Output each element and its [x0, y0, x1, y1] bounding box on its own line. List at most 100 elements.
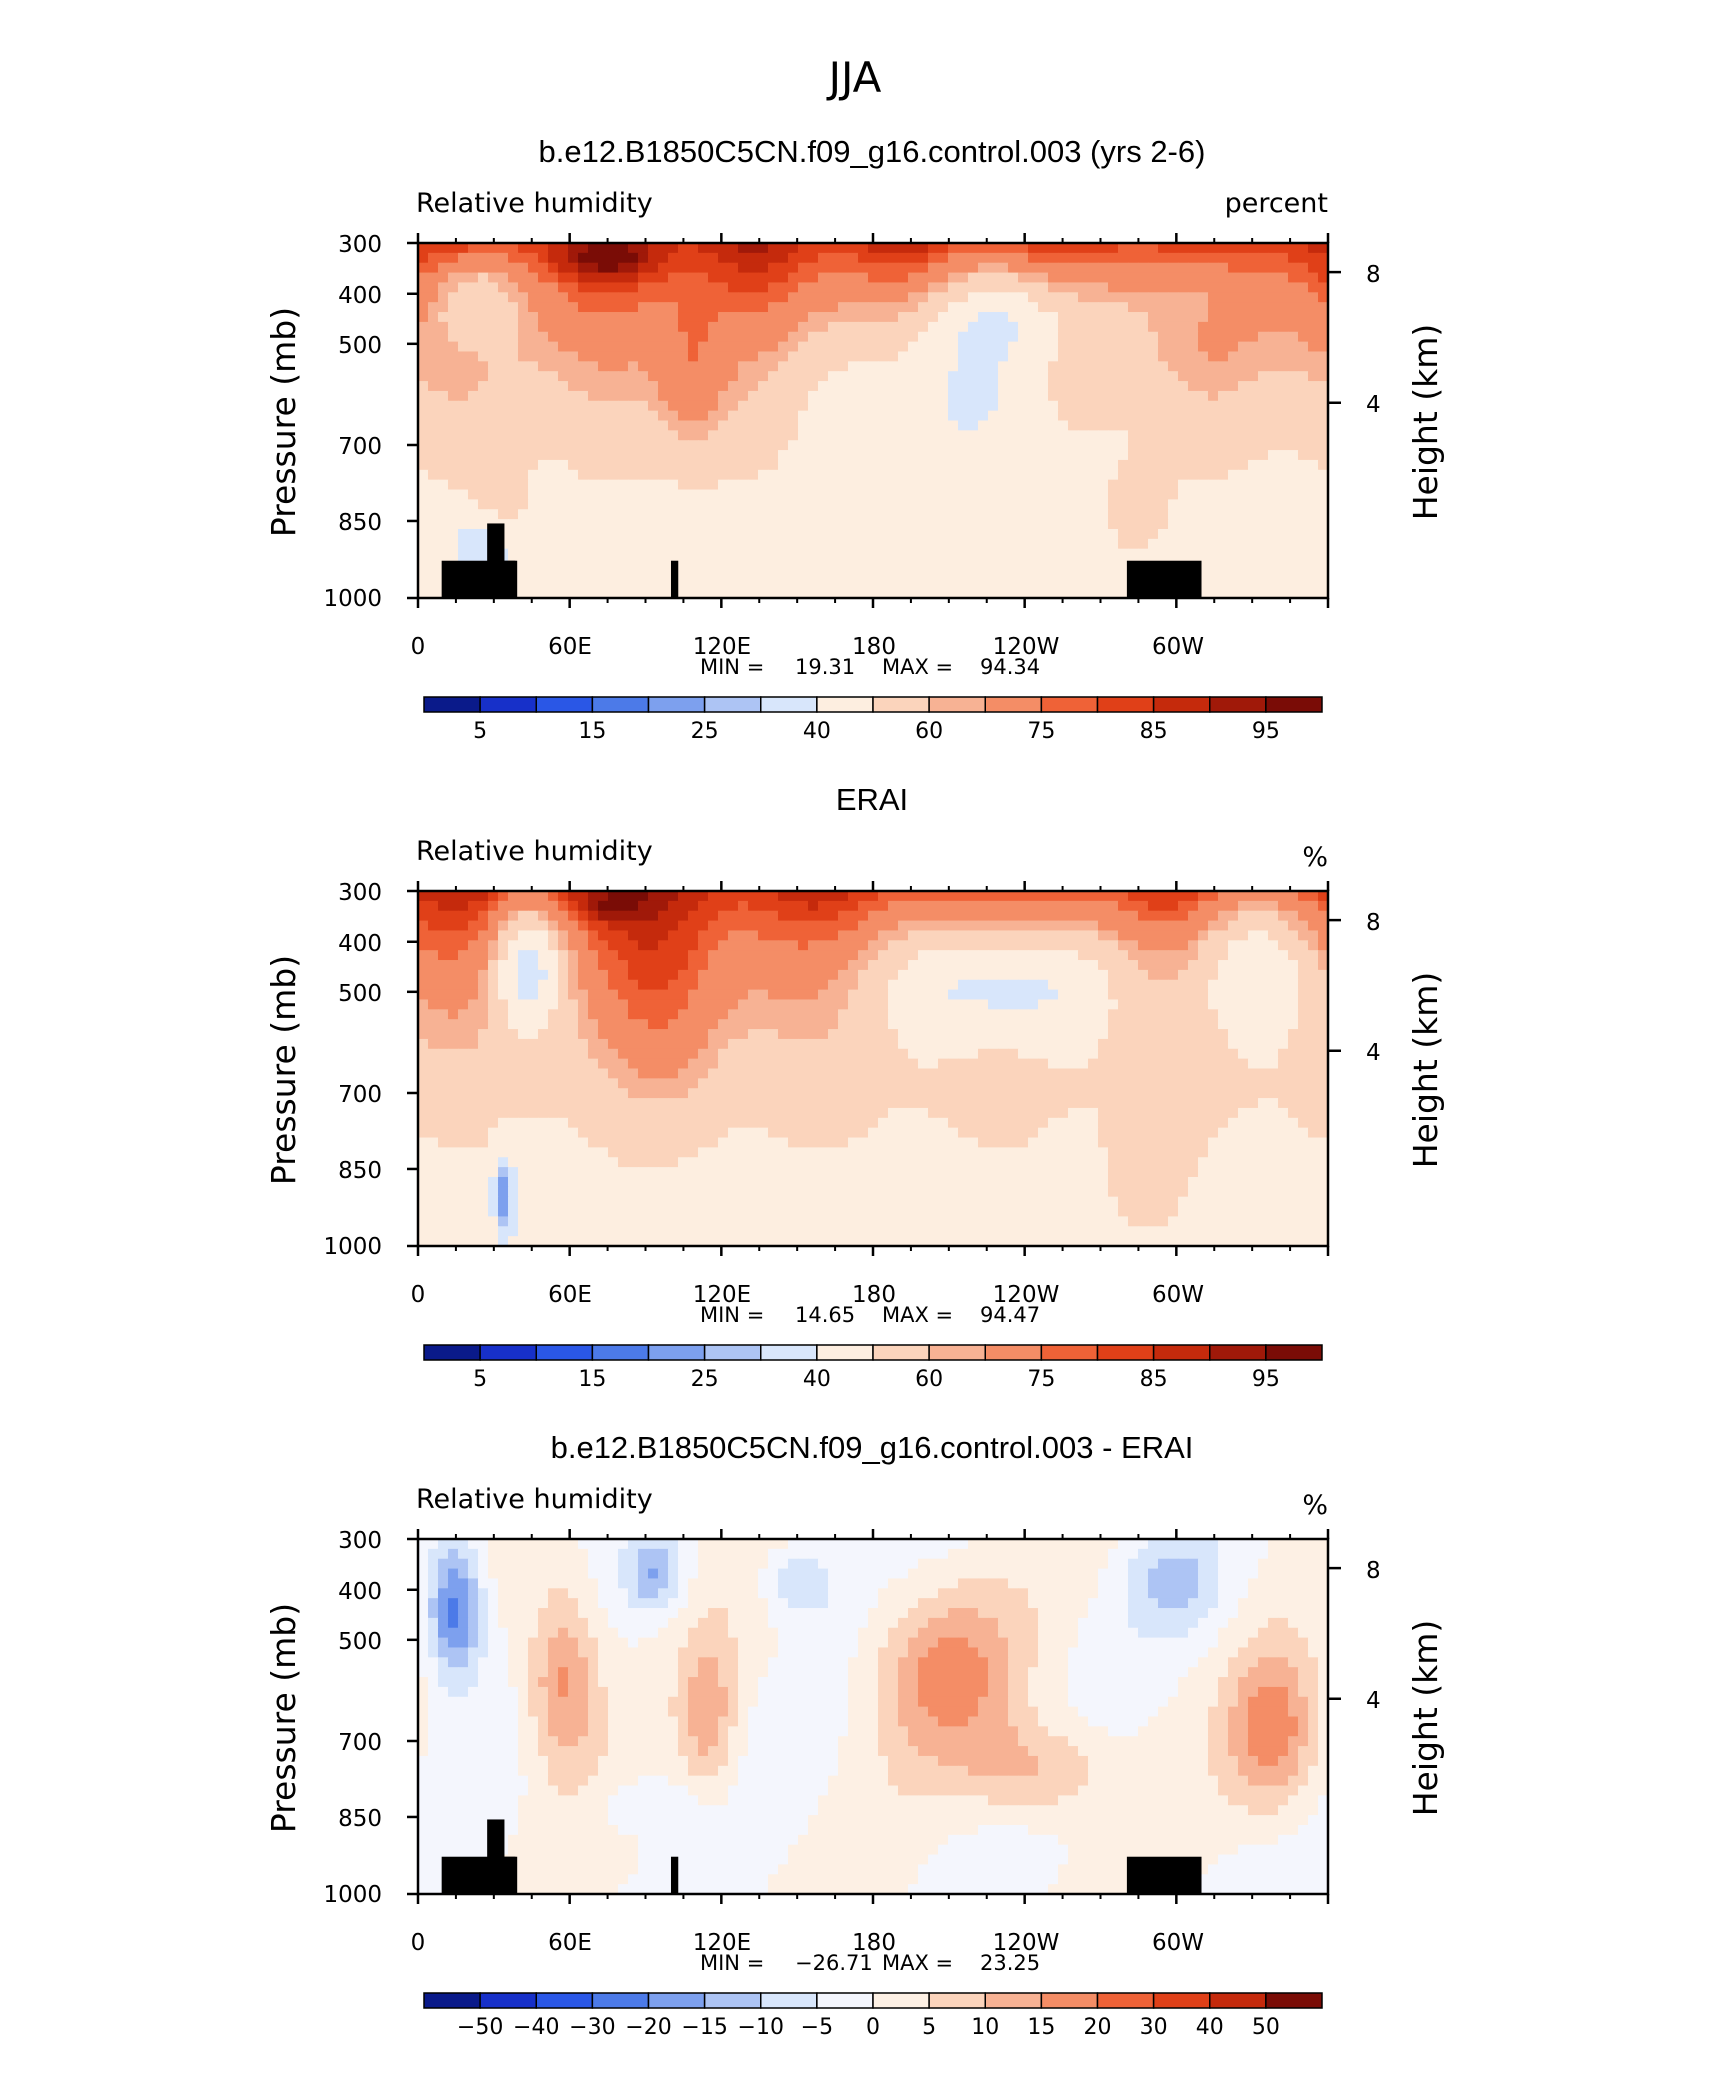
contour-cell [748, 450, 759, 461]
contour-cell [1198, 361, 1209, 372]
contour-cell [968, 930, 979, 941]
contour-cell [998, 989, 1009, 1001]
contour-cell [628, 538, 639, 550]
contour-cell [1178, 519, 1189, 530]
contour-cell [818, 371, 829, 382]
contour-cell [1158, 891, 1169, 902]
contour-cell [1198, 578, 1209, 589]
contour-cell [948, 910, 959, 922]
contour-cell [1178, 272, 1189, 284]
contour-cell [488, 891, 499, 902]
contour-cell [618, 509, 629, 520]
contour-cell [1048, 351, 1059, 362]
contour-cell [898, 930, 909, 941]
contour-cell [438, 420, 449, 431]
contour-cell [928, 999, 939, 1010]
contour-cell [1078, 528, 1089, 540]
contour-cell [828, 499, 839, 510]
contour-cell [1248, 1029, 1259, 1040]
contour-cell [908, 390, 919, 402]
contour-cell [588, 519, 599, 530]
contour-cell [878, 361, 889, 372]
contour-cell [648, 960, 659, 971]
contour-cell [968, 558, 979, 570]
contour-cell [428, 361, 439, 372]
contour-cell [558, 519, 569, 530]
contour-cell [868, 548, 879, 560]
contour-cell [1048, 509, 1059, 520]
contour-cell [678, 538, 689, 550]
contour-cell [928, 950, 939, 961]
contour-cell [848, 479, 859, 491]
contour-cell [1118, 578, 1129, 589]
contour-cell [1068, 578, 1079, 589]
contour-cell [628, 969, 639, 981]
contour-cell [768, 469, 779, 481]
contour-cell [798, 440, 809, 451]
contour-cell [1298, 950, 1309, 961]
contour-cell [928, 1029, 939, 1040]
contour-cell [588, 969, 599, 981]
contour-cell [1238, 469, 1249, 481]
contour-cell [728, 979, 739, 991]
contour-cell [598, 252, 609, 264]
contour-cell [828, 361, 839, 372]
contour-cell [1008, 341, 1019, 353]
contour-cell [718, 499, 729, 510]
contour-cell [1218, 509, 1229, 520]
contour-cell [438, 969, 449, 981]
contour-cell [518, 979, 529, 991]
contour-cell [698, 262, 709, 274]
contour-cell [788, 381, 799, 392]
contour-cell [1118, 410, 1129, 422]
contour-cell [838, 410, 849, 422]
contour-cell [1318, 588, 1329, 599]
contour-cell [1198, 243, 1209, 254]
contour-cell [518, 450, 529, 461]
contour-cell [688, 381, 699, 392]
contour-cell [758, 469, 769, 481]
contour-cell [718, 410, 729, 422]
contour-cell [718, 1009, 729, 1020]
contour-cell [498, 430, 509, 441]
contour-cell [638, 450, 649, 461]
contour-cell [738, 1019, 749, 1030]
contour-cell [538, 450, 549, 461]
contour-cell [848, 509, 859, 520]
contour-cell [638, 989, 649, 1001]
contour-cell [938, 509, 949, 520]
contour-cell [528, 1038, 539, 1050]
contour-cell [1148, 519, 1159, 530]
contour-cell [508, 1009, 519, 1020]
contour-cell [1028, 588, 1039, 599]
contour-cell [678, 1019, 689, 1030]
contour-cell [598, 1058, 609, 1070]
contour-cell [588, 331, 599, 343]
contour-cell [768, 489, 779, 500]
contour-cell [1318, 479, 1329, 491]
contour-cell [1308, 321, 1319, 333]
contour-cell [738, 302, 749, 313]
contour-cell [1218, 940, 1229, 951]
contour-cell [888, 568, 899, 579]
contour-cell [1028, 459, 1039, 471]
contour-cell [788, 479, 799, 491]
contour-cell [1218, 371, 1229, 382]
contour-cell [738, 509, 749, 520]
contour-cell [1318, 558, 1329, 570]
contour-cell [558, 410, 569, 422]
contour-cell [968, 381, 979, 392]
contour-cell [488, 381, 499, 392]
contour-cell [748, 920, 759, 932]
contour-cell [938, 999, 949, 1010]
contour-cell [558, 1009, 569, 1020]
contour-cell [1088, 509, 1099, 520]
contour-cell [718, 302, 729, 313]
contour-cell [638, 950, 649, 961]
contour-cell [768, 940, 779, 951]
contour-cell [498, 1009, 509, 1020]
contour-cell [1068, 312, 1079, 323]
contour-cell [658, 940, 669, 951]
contour-cell [1128, 519, 1139, 530]
contour-cell [948, 1048, 959, 1060]
